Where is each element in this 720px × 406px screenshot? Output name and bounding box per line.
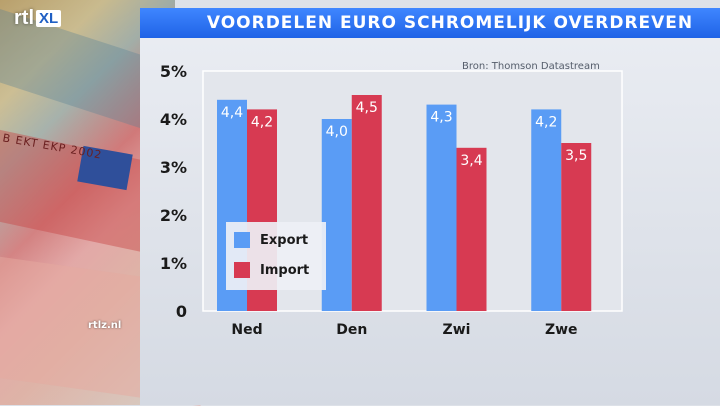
legend-label-export: Export (260, 232, 309, 248)
x-tick-label: Ned (231, 322, 262, 338)
y-tick-label: 0 (176, 302, 187, 321)
bar-export-den (321, 119, 352, 311)
chart-title: VOORDELEN EURO SCHROMELIJK OVERDREVEN (206, 13, 694, 33)
chart-legend: Export Import (226, 222, 326, 290)
legend-swatch-export (234, 232, 250, 248)
x-tick-label: Zwi (443, 322, 471, 338)
y-tick-label: 2% (160, 206, 187, 225)
data-label-import-zwi: 3,4 (460, 153, 482, 169)
data-label-export-ned: 4,4 (221, 105, 243, 121)
bar-export-zwe (531, 109, 562, 312)
legend-swatch-import (234, 262, 250, 278)
data-label-export-zwe: 4,2 (535, 114, 557, 130)
data-label-export-den: 4,0 (326, 124, 348, 140)
bar-export-zwi (426, 104, 457, 311)
bar-import-zwi (456, 147, 487, 311)
legend-label-import: Import (260, 262, 310, 278)
source-note: Bron: Thomson Datastream (462, 61, 600, 72)
rtl-xl-logo: rtl XL (8, 6, 67, 30)
title-bar: VOORDELEN EURO SCHROMELIJK OVERDREVEN (140, 8, 720, 38)
bar-import-zwe (561, 143, 592, 311)
legend-item-export: Export (234, 232, 308, 248)
legend-item-import: Import (234, 262, 309, 278)
bar-import-den (351, 95, 382, 311)
data-label-import-den: 4,5 (356, 100, 378, 116)
x-tick-label: Den (336, 322, 367, 338)
data-label-import-zwe: 3,5 (565, 148, 587, 164)
y-tick-label: 5% (160, 62, 187, 81)
logo-main: rtl (14, 6, 34, 29)
y-tick-label: 1% (160, 254, 187, 273)
y-tick-label: 3% (160, 158, 187, 177)
x-tick-label: Zwe (545, 322, 578, 338)
rtlz-watermark: rtlz.nl (88, 320, 122, 331)
data-label-export-zwi: 4,3 (430, 110, 452, 126)
y-tick-label: 4% (160, 110, 187, 129)
logo-xl-box: XL (36, 9, 62, 27)
data-label-import-ned: 4,2 (251, 114, 273, 130)
